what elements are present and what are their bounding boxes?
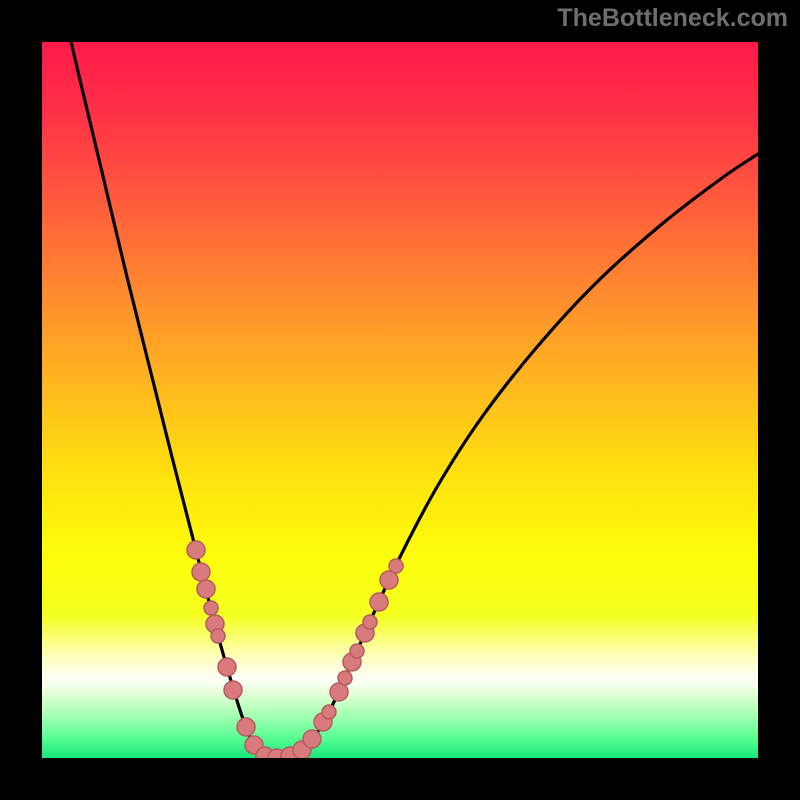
data-marker [389,559,403,573]
chart-canvas: TheBottleneck.com [0,0,800,800]
data-marker [197,580,215,598]
data-marker [218,658,236,676]
data-marker [322,705,336,719]
data-marker [303,730,321,748]
data-marker [204,601,218,615]
data-marker [187,541,205,559]
data-marker [224,681,242,699]
curve-left-branch [70,42,272,758]
data-marker [338,671,352,685]
bottleneck-curve [42,42,758,758]
data-marker [192,563,210,581]
data-marker [370,593,388,611]
plot-area [42,42,758,758]
data-markers-group [187,541,403,758]
data-marker [237,718,255,736]
watermark-text: TheBottleneck.com [557,4,788,33]
data-marker [211,629,225,643]
data-marker [350,644,364,658]
data-marker [363,615,377,629]
